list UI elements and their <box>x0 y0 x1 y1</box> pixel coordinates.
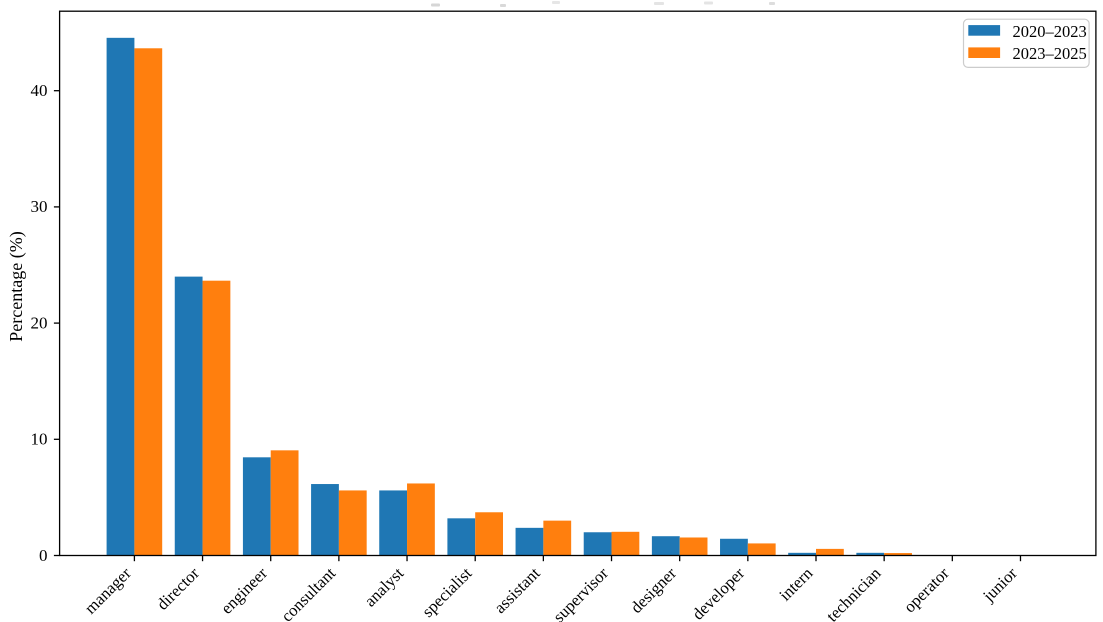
svg-text:2020–2023: 2020–2023 <box>1013 22 1087 41</box>
svg-text:2023–2025: 2023–2025 <box>1013 44 1087 63</box>
svg-text:40: 40 <box>31 81 48 100</box>
svg-text:20: 20 <box>31 313 48 332</box>
svg-text:10: 10 <box>31 430 48 449</box>
svg-text:0: 0 <box>39 546 48 565</box>
svg-text:Percentage (%): Percentage (%) <box>6 231 27 341</box>
svg-text:30: 30 <box>31 197 48 216</box>
